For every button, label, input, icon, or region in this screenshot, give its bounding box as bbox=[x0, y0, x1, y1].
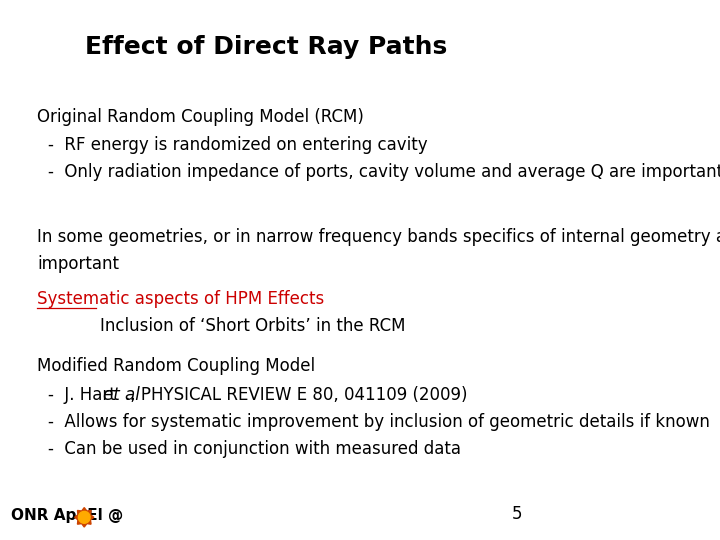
Text: 5: 5 bbox=[512, 505, 523, 523]
Text: et al: et al bbox=[102, 386, 140, 403]
Text: In some geometries, or in narrow frequency bands specifics of internal geometry : In some geometries, or in narrow frequen… bbox=[37, 228, 720, 246]
Text: -  Only radiation impedance of ports, cavity volume and average Q are important: - Only radiation impedance of ports, cav… bbox=[48, 163, 720, 181]
Text: -  RF energy is randomized on entering cavity: - RF energy is randomized on entering ca… bbox=[48, 136, 428, 154]
Text: -  J. Hart: - J. Hart bbox=[48, 386, 121, 403]
Text: -  Allows for systematic improvement by inclusion of geometric details if known: - Allows for systematic improvement by i… bbox=[48, 413, 710, 430]
Text: Inclusion of ‘Short Orbits’ in the RCM: Inclusion of ‘Short Orbits’ in the RCM bbox=[37, 317, 406, 335]
Text: Original Random Coupling Model (RCM): Original Random Coupling Model (RCM) bbox=[37, 108, 364, 126]
Text: ONR AppEl @: ONR AppEl @ bbox=[11, 508, 123, 523]
Text: ., PHYSICAL REVIEW E 80, 041109 (2009): ., PHYSICAL REVIEW E 80, 041109 (2009) bbox=[125, 386, 468, 403]
Circle shape bbox=[78, 511, 90, 523]
Polygon shape bbox=[75, 508, 94, 527]
Text: -  Can be used in conjunction with measured data: - Can be used in conjunction with measur… bbox=[48, 440, 461, 457]
Text: Effect of Direct Ray Paths: Effect of Direct Ray Paths bbox=[86, 35, 448, 59]
Text: Systematic aspects of HPM Effects: Systematic aspects of HPM Effects bbox=[37, 290, 325, 308]
Text: important: important bbox=[37, 255, 120, 273]
Text: Modified Random Coupling Model: Modified Random Coupling Model bbox=[37, 357, 315, 375]
